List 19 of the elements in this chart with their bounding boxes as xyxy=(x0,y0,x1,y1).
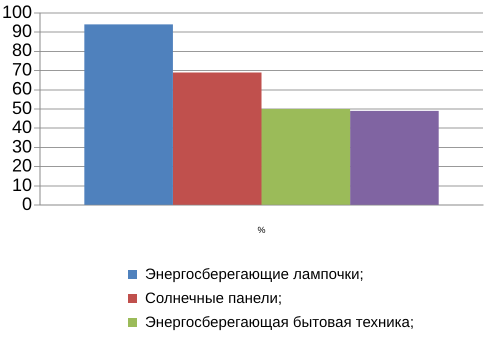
y-tick-label: 90 xyxy=(12,21,32,42)
y-tick-label: 60 xyxy=(12,78,32,99)
bar xyxy=(84,24,173,205)
y-tick-label: 70 xyxy=(12,59,32,80)
y-tick-label: 40 xyxy=(12,117,32,138)
legend-label: Солнечные панели; xyxy=(145,290,282,306)
legend-label: Энергосберегающая бытовая техника; xyxy=(145,314,414,330)
y-tick-label: 0 xyxy=(22,194,32,214)
y-tick-label: 20 xyxy=(12,156,32,176)
x-tick-label: % xyxy=(258,225,266,236)
bar xyxy=(172,72,262,205)
y-tick-label: 80 xyxy=(12,40,32,60)
bar xyxy=(262,109,350,205)
y-tick-label: 100 xyxy=(2,2,32,22)
y-tick-label: 50 xyxy=(12,98,32,118)
y-tick-label: 30 xyxy=(12,136,32,156)
legend-label: Энергосберегающие лампочки; xyxy=(145,266,364,282)
y-tick-label: 10 xyxy=(12,174,32,195)
bar xyxy=(350,110,439,205)
